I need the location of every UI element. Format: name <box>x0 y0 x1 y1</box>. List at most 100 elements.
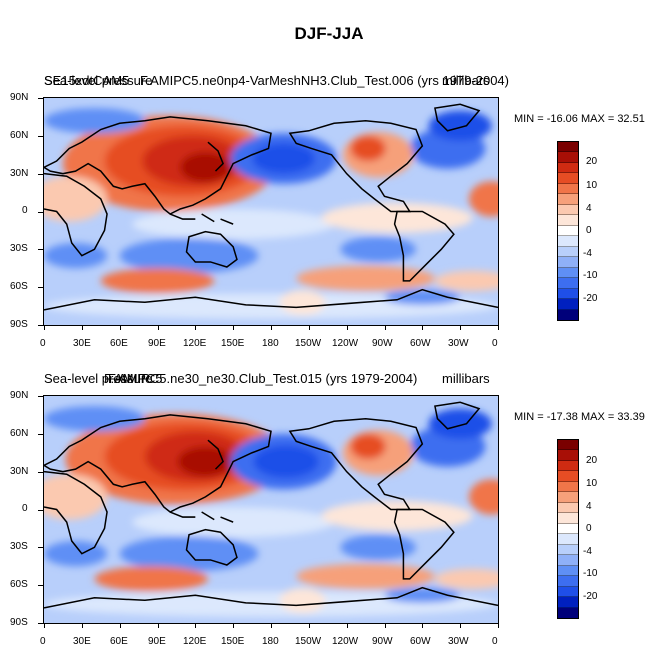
colorbar-swatch <box>558 450 578 461</box>
colorbar-swatch <box>558 471 578 482</box>
colorbar-swatch <box>558 513 578 524</box>
colorbar-swatch <box>558 544 578 556</box>
colorbar-swatch <box>558 142 578 153</box>
x-tick-mark <box>119 325 121 330</box>
panel-1-coast-antarctica <box>44 288 498 311</box>
panel-2-coast-australia <box>185 528 238 566</box>
p1-xtick-30e: 30E <box>73 338 91 349</box>
p2-xtick-90w: 90W <box>372 636 393 647</box>
panel-2-field <box>44 406 498 617</box>
p2-ytick-90s: 90S <box>10 617 28 628</box>
x-tick-mark <box>81 325 83 330</box>
x-tick-mark <box>271 325 272 330</box>
panel-1-minmax: MIN = -16.06 MAX = 32.51 <box>514 113 645 125</box>
p1-xtick-90e: 90E <box>148 338 166 349</box>
p1-ytick-0: 0 <box>22 205 28 216</box>
panel-1-coastlines <box>44 103 498 311</box>
panel-1-map-svg <box>44 98 498 325</box>
colorbar-swatch <box>558 481 578 493</box>
x-tick-mark <box>44 325 45 330</box>
colorbar-swatch <box>558 288 578 300</box>
x-tick-mark <box>422 325 424 330</box>
panel-2-coast-samerica <box>393 508 455 580</box>
p2-xtick-90e: 90E <box>148 636 166 647</box>
colorbar-swatch <box>558 565 578 577</box>
p2-ytick-90n: 90N <box>10 390 29 401</box>
p2-cbtick-20: 20 <box>586 455 598 466</box>
colorbar-swatch <box>558 576 578 587</box>
y-tick-mark <box>38 471 43 473</box>
p1-ytick-90n: 90N <box>10 92 29 103</box>
p1-ytick-60n: 60N <box>10 130 29 141</box>
panel-2-coast-africa <box>44 470 108 555</box>
colorbar-swatch <box>558 183 578 195</box>
p1-cbtick-neg4: -4 <box>583 248 592 259</box>
panel-1-case-label: SE15xdtCAM5 <box>44 73 130 88</box>
panel-2-map <box>43 395 499 624</box>
x-tick-mark <box>308 325 310 330</box>
p1-xtick-0: 0 <box>40 338 46 349</box>
x-tick-mark <box>384 623 386 628</box>
x-tick-mark <box>233 325 235 330</box>
colorbar-swatch <box>558 586 578 598</box>
figure-title: DJF-JJA <box>294 24 364 43</box>
p1-xtick-150w: 150W <box>295 338 322 349</box>
p2-cbtick-neg10: -10 <box>583 568 598 579</box>
p1-ytick-60s: 60S <box>10 281 28 292</box>
panel-1-units: millibars <box>442 73 490 88</box>
panel-1-coast-indonesia <box>169 213 234 225</box>
colorbar-swatch <box>558 607 578 618</box>
x-tick-mark <box>422 623 424 628</box>
p1-ytick-90s: 90S <box>10 319 28 330</box>
y-tick-mark <box>38 585 43 587</box>
y-tick-mark <box>38 173 43 175</box>
p1-ytick-30s: 30S <box>10 243 28 254</box>
panel-2-title: F.AMIPC5.ne30_ne30.Club_Test.015 (yrs 19… <box>108 371 418 386</box>
colorbar-swatch <box>558 246 578 258</box>
x-tick-mark <box>498 325 499 330</box>
p2-xtick-150e: 150E <box>221 636 245 647</box>
p1-cbtick-neg20: -20 <box>583 293 598 304</box>
p2-xtick-120e: 120E <box>183 636 207 647</box>
p2-xtick-60w: 60W <box>410 636 431 647</box>
panel-1-title: F.AMIPC5.ne0np4-VarMeshNH3.Club_Test.006… <box>140 73 509 88</box>
y-tick-mark <box>38 135 43 137</box>
x-tick-mark <box>195 325 197 330</box>
panel-1-coast-japan <box>207 141 224 172</box>
p2-cbtick-10: 10 <box>586 478 598 489</box>
colorbar-swatch <box>558 492 578 503</box>
panel-2-coastlines <box>44 401 498 609</box>
x-tick-mark <box>460 325 462 330</box>
p2-cbtick-0: 0 <box>586 523 592 534</box>
x-tick-mark <box>157 623 159 628</box>
x-tick-mark <box>271 623 272 628</box>
colorbar-swatch <box>558 236 578 247</box>
colorbar-swatch <box>558 534 578 545</box>
colorbar-swatch <box>558 440 578 451</box>
colorbar-swatch <box>558 225 578 237</box>
p2-xtick-30e: 30E <box>73 636 91 647</box>
colorbar-swatch <box>558 162 578 174</box>
p2-ytick-0: 0 <box>22 503 28 514</box>
x-tick-mark <box>233 623 235 628</box>
p2-xtick-120w: 120W <box>332 636 359 647</box>
y-tick-mark <box>38 287 43 289</box>
p1-xtick-150e: 150E <box>221 338 245 349</box>
p2-xtick-60e: 60E <box>110 636 128 647</box>
p2-ytick-60s: 60S <box>10 579 28 590</box>
panel-1-coast-eurasia <box>44 116 272 215</box>
panel-1-variable-label: Sea-level pressure <box>44 73 153 88</box>
p1-xtick-180: 180 <box>262 338 279 349</box>
x-tick-mark <box>384 325 386 330</box>
panel-1-map <box>43 97 499 326</box>
colorbar-swatch <box>558 309 578 320</box>
colorbar-swatch <box>558 460 578 472</box>
y-tick-mark <box>38 509 43 511</box>
panel-1-coast-namerica <box>288 119 424 213</box>
p2-xtick-150w: 150W <box>295 636 322 647</box>
colorbar-swatch <box>558 152 578 163</box>
panel-1-coast-africa <box>44 172 108 257</box>
p1-cbtick-0: 0 <box>586 225 592 236</box>
p2-xtick-30w: 30W <box>448 636 469 647</box>
p2-cbtick-4: 4 <box>586 501 592 512</box>
